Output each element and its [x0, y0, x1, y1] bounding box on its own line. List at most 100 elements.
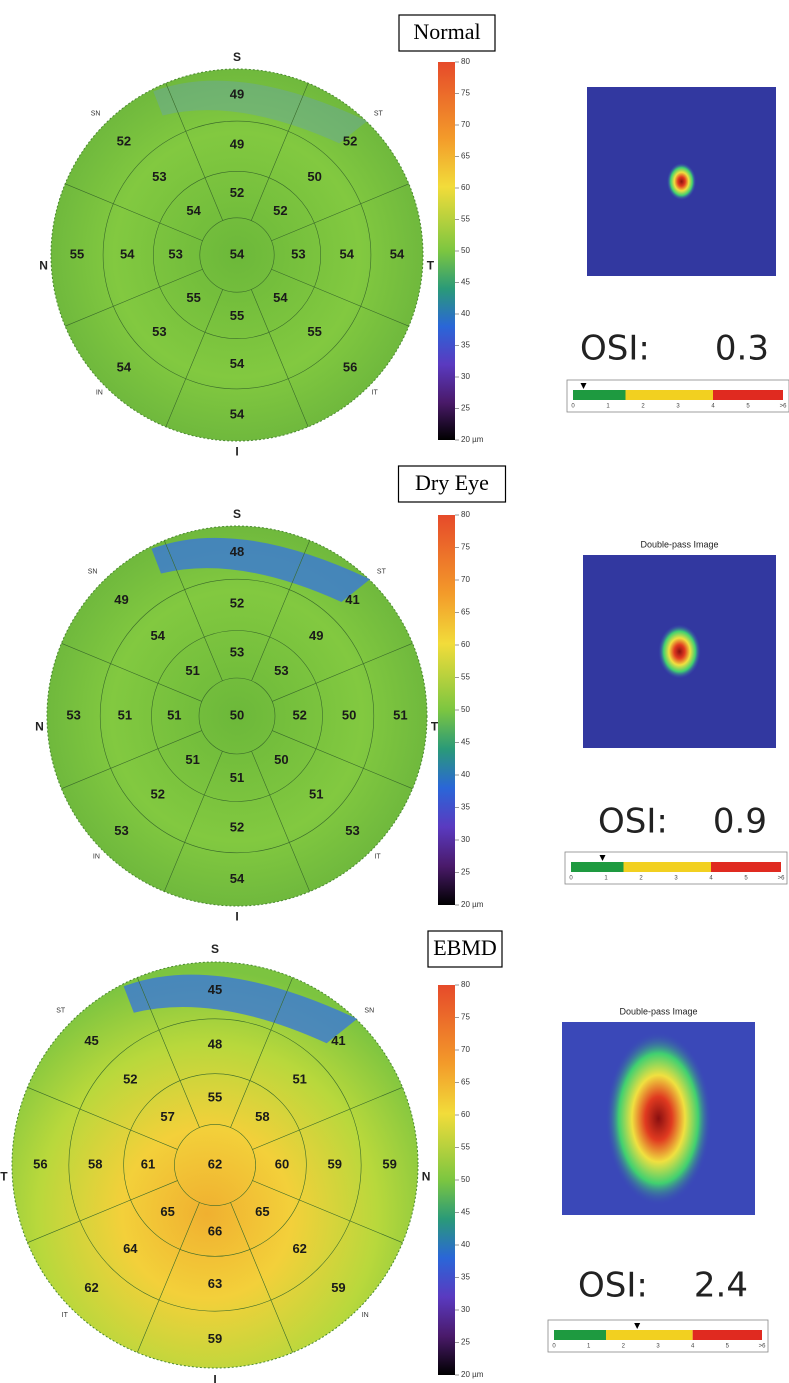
direction-label: N — [422, 1169, 431, 1183]
thickness-value: 49 — [230, 86, 244, 101]
colorbar-label: 70 — [461, 120, 470, 129]
osi-scale-band — [713, 390, 783, 400]
osi-scale-label: 3 — [656, 1344, 660, 1350]
osi-label: OSI: — [598, 802, 668, 842]
colorbar-label: 50 — [461, 705, 470, 714]
sector-line — [137, 1202, 200, 1353]
thickness-value: 53 — [114, 823, 128, 838]
thickness-value: 45 — [208, 982, 222, 997]
sector-line — [61, 643, 203, 702]
osi-scale-label: >6 — [759, 1344, 767, 1350]
thickness-value: 55 — [208, 1089, 222, 1104]
thickness-value: 54 — [117, 360, 132, 375]
thickness-value: 54 — [186, 203, 201, 218]
title-box — [398, 14, 496, 52]
direction-label: SN — [364, 1008, 374, 1015]
thickness-value: 55 — [70, 246, 84, 261]
ring — [151, 630, 323, 802]
direction-label: IT — [62, 1312, 69, 1319]
thickness-value: 59 — [208, 1331, 222, 1346]
colorbar-label: 75 — [461, 89, 470, 98]
thickness-value: 59 — [328, 1156, 342, 1171]
thickness-value: 59 — [331, 1280, 345, 1295]
direction-label: I — [235, 910, 238, 924]
direction-label: N — [35, 720, 44, 734]
colorbar-label: 25 — [461, 404, 470, 413]
sector-line — [65, 183, 203, 242]
colorbar-label: 40 — [461, 1240, 470, 1249]
colorbar-label: 45 — [461, 278, 470, 287]
osi-scale-label: 4 — [691, 1344, 695, 1350]
thickness-value: 51 — [185, 663, 199, 678]
sector-line — [164, 750, 223, 892]
thickness-value: 53 — [274, 663, 288, 678]
direction-label: S — [233, 50, 241, 64]
thickness-map — [50, 68, 424, 442]
thickness-value: 65 — [160, 1204, 174, 1219]
thickness-value: 52 — [273, 203, 287, 218]
direction-label: SN — [91, 110, 101, 117]
osi-value: 0.9 — [713, 802, 767, 842]
colorbar-label: 55 — [461, 215, 470, 224]
thin-patch — [153, 80, 368, 144]
psf-spot — [666, 162, 697, 201]
colorbar-label: 65 — [461, 152, 470, 161]
colorbar-label: 80 — [461, 980, 470, 989]
sector-line — [271, 643, 413, 702]
osi-value: 2.4 — [694, 1266, 748, 1306]
thickness-value: 52 — [343, 133, 357, 148]
sector-line — [164, 540, 223, 682]
sector-line — [137, 977, 200, 1128]
thickness-value: 54 — [150, 628, 165, 643]
thickness-value: 51 — [292, 1072, 306, 1087]
sector-line — [230, 1202, 293, 1353]
osi-label: OSI: — [580, 329, 650, 369]
thickness-value: 58 — [88, 1156, 102, 1171]
panel: Dry Eye505353525051515151524950515252515… — [35, 465, 788, 924]
osi-scale-band — [692, 1330, 762, 1340]
osi-scale-label: 0 — [569, 876, 573, 882]
thickness-value: 61 — [141, 1156, 155, 1171]
thickness-value: 51 — [118, 707, 132, 722]
osi-scale-band — [606, 1330, 693, 1340]
direction-label: I — [213, 1372, 216, 1383]
colorbar-label: 55 — [461, 1143, 470, 1152]
thickness-value: 54 — [273, 290, 288, 305]
thickness-value: 66 — [208, 1223, 222, 1238]
thickness-value: 49 — [309, 628, 323, 643]
colorbar-label: 25 — [461, 868, 470, 877]
sector-line — [165, 83, 224, 221]
thickness-value: 45 — [84, 1033, 98, 1048]
osi-scale-label: 1 — [587, 1344, 591, 1350]
osi-scale-band — [711, 862, 781, 872]
osi-marker — [634, 1323, 641, 1329]
thickness-value: 54 — [230, 406, 245, 421]
osi-scale-label: 3 — [674, 876, 678, 882]
thickness-value: 53 — [345, 823, 359, 838]
colorbar — [438, 985, 455, 1375]
osi-scale-label: 5 — [726, 1344, 730, 1350]
panel-title: EBMD — [433, 935, 497, 960]
direction-label: IN — [93, 853, 100, 860]
image-title: Double-pass Image — [640, 539, 718, 549]
direction-label: IT — [374, 853, 381, 860]
direction-label: S — [233, 507, 241, 521]
thickness-map — [46, 525, 428, 907]
osi-scale-label: 2 — [641, 404, 645, 410]
thickness-value: 65 — [255, 1204, 269, 1219]
ring — [68, 1018, 362, 1312]
colorbar-label: 35 — [461, 1273, 470, 1282]
colorbar-label: 80 — [461, 510, 470, 519]
thickness-value: 52 — [150, 787, 164, 802]
psf-spot — [658, 624, 701, 679]
colorbar-label: 50 — [461, 246, 470, 255]
thin-patch — [123, 974, 358, 1044]
thickness-value: 53 — [230, 645, 244, 660]
thickness-value: 52 — [292, 707, 306, 722]
direction-label: ST — [374, 110, 384, 117]
colorbar-label: 20 µm — [461, 435, 484, 444]
osi-scale-label: 3 — [676, 404, 680, 410]
colorbar-label: 65 — [461, 608, 470, 617]
